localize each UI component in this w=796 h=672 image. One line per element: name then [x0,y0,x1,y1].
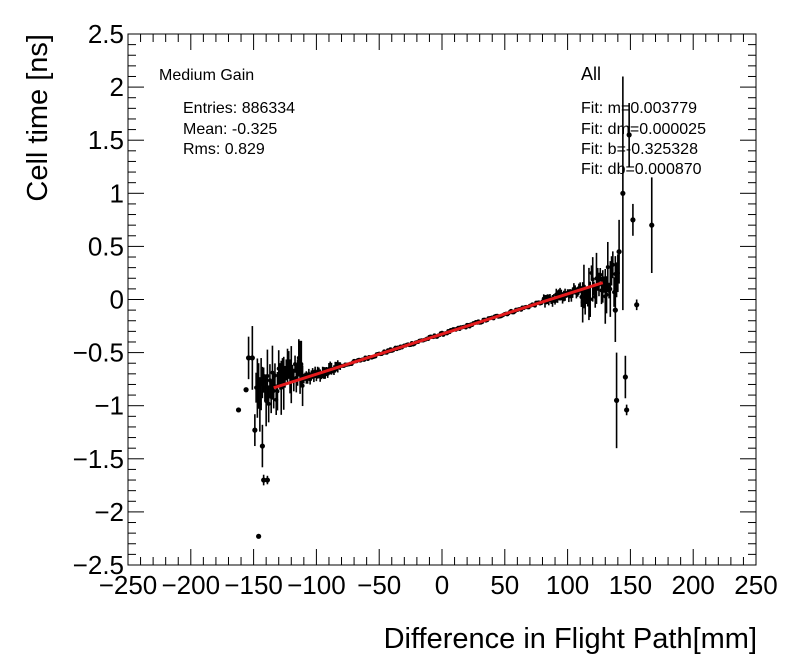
data-point [598,272,603,277]
x-tick-label: 150 [609,570,652,600]
outlier-point [235,407,242,413]
y-tick-label: −1 [94,391,124,421]
x-tick-label: 200 [672,570,715,600]
outlier-point [622,374,628,380]
outlier-point [612,307,618,313]
x-tick-label: −200 [162,570,221,600]
outlier-point [256,533,262,539]
outlier-point [249,355,255,361]
outlier-point [624,407,630,413]
x-tick-label: 0 [435,570,449,600]
stats-entries: Entries: 886334 [183,100,295,117]
x-tick-labels: −250 −200 −150 −100 −50 0 50 100 150 200 250 [99,570,778,600]
outlier-points [235,76,655,539]
data-point [272,373,277,378]
fit-line [273,281,604,390]
x-tick-label: −100 [287,570,346,600]
y-tick-label: 2 [110,72,124,102]
data-point [265,374,270,379]
data-point [271,388,276,393]
y-tick-label: 0.5 [88,231,124,261]
data-point [590,277,595,282]
data-point [299,362,304,367]
y-tick-label: 0 [110,285,124,315]
x-tick-label: 100 [546,570,589,600]
y-tick-label: −1.5 [73,444,124,474]
outlier-point [264,477,271,483]
outlier-point [634,302,640,308]
fit-line-m: Fit: m=0.003779 [581,100,697,117]
data-point [605,265,610,270]
fit-line-b: Fit: b=-0.325328 [581,141,698,158]
stats-mean: Mean: -0.325 [183,121,277,138]
data-point [266,401,271,406]
x-tick-label: −250 [99,570,158,600]
x-tick-label: 50 [490,570,519,600]
data-point [275,389,280,394]
data-point [300,383,305,388]
y-tick-labels: −2.5 −2 −1.5 −1 −0.5 0 0.5 1 1.5 2 2.5 [73,19,124,580]
outlier-point [261,477,267,483]
data-point [608,287,613,292]
outlier-point [620,190,626,196]
y-tick-label: −2.5 [73,550,124,580]
fit-box-title: All [581,64,601,84]
y-tick-label: 1 [110,178,124,208]
outlier-point [243,387,249,393]
y-tick-label: −0.5 [73,338,124,368]
y-tick-label: 1.5 [88,125,124,155]
y-tick-label: 2.5 [88,19,124,49]
outlier-point [613,397,620,403]
outlier-point [252,427,258,433]
x-tick-label: 250 [734,570,777,600]
data-point [604,292,609,297]
fit-line-db: Fit: db=0.000870 [581,161,702,178]
y-axis-label: Cell time [ns] [22,34,54,202]
x-tick-label: −50 [357,570,401,600]
outlier-point [649,222,655,228]
outlier-point [616,249,622,255]
outlier-point [630,217,636,223]
x-tick-label: −150 [224,570,283,600]
data-point [610,262,615,267]
outlier-point [245,355,252,361]
stats-title: Medium Gain [159,67,254,84]
x-axis-label: Difference in Flight Path[mm] [384,623,757,655]
outlier-point [626,132,632,138]
stats-rms: Rms: 0.829 [183,141,265,158]
data-point [588,297,593,302]
axis-ticks [127,33,757,566]
outlier-point [259,443,265,449]
y-tick-label: −2 [94,497,124,527]
fit-line-dm: Fit: dm=0.000025 [581,121,706,138]
